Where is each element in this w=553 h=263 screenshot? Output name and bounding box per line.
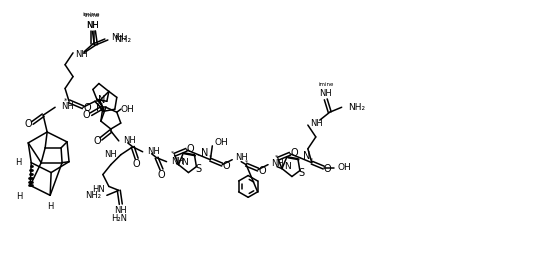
Text: S: S [195,164,201,174]
Text: HN: HN [92,185,105,194]
Text: O: O [133,159,140,169]
Text: NH₂: NH₂ [114,36,131,44]
Text: *: * [209,154,212,159]
Text: NH: NH [123,136,135,145]
Text: imine: imine [82,12,100,17]
Text: NH: NH [271,159,284,168]
Text: NH: NH [104,150,117,159]
Text: OH: OH [121,105,134,114]
Text: *: * [310,157,314,162]
Text: NH: NH [320,89,332,98]
Text: O: O [158,170,165,180]
Text: NH₂: NH₂ [85,191,101,200]
Text: O: O [222,161,230,171]
Text: NH: NH [171,157,184,166]
Text: *: * [244,159,248,164]
Text: *: * [171,150,174,155]
Text: O: O [258,166,266,176]
Text: imine: imine [84,13,100,18]
Text: S: S [299,168,305,178]
Text: *: * [274,154,278,159]
Text: N: N [303,151,310,161]
Text: N: N [96,103,103,113]
Text: N: N [181,158,188,167]
Text: O: O [186,144,194,154]
Text: NH: NH [61,102,74,111]
Text: N: N [98,95,105,105]
Text: O: O [290,148,298,158]
Text: NH: NH [147,147,159,156]
Text: N: N [201,148,208,158]
Text: O: O [324,164,332,174]
Text: NH₂: NH₂ [348,103,365,112]
Text: H: H [16,192,23,201]
Text: NH: NH [87,21,100,30]
Text: OH: OH [215,138,228,147]
Text: H: H [47,202,53,211]
Text: NH: NH [310,119,322,128]
Text: imine: imine [318,82,333,87]
Text: NH: NH [235,153,248,162]
Text: OH: OH [338,163,352,172]
Text: H₂N: H₂N [111,214,127,222]
Text: NH: NH [75,50,88,59]
Text: N: N [284,162,291,171]
Text: O: O [93,136,101,146]
Text: NH: NH [114,206,127,215]
Text: O: O [24,119,32,129]
Text: NH: NH [87,21,100,30]
Text: *: * [64,97,67,103]
Text: NH₂: NH₂ [111,33,127,43]
Text: O: O [83,103,91,113]
Text: O: O [82,110,90,120]
Text: H: H [15,158,22,167]
